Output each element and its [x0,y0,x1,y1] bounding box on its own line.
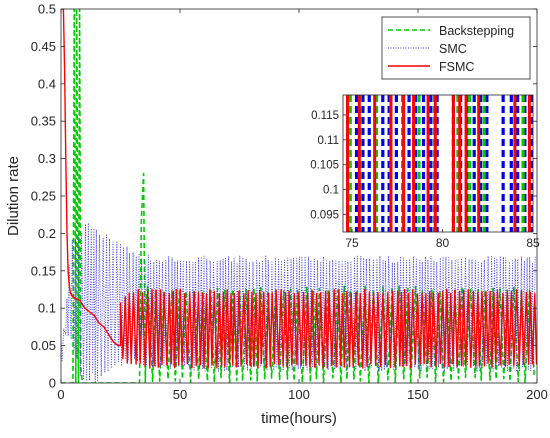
legend-label-backstepping: Backstepping [439,24,514,38]
x-tick-label: 0 [57,387,64,402]
inset-y-tick-label: 0.11 [317,135,339,147]
legend-box [381,16,531,80]
x-tick-label: 150 [407,387,429,402]
y-axis-label: Dilution rate [5,156,22,236]
y-tick-label: 0.1 [38,301,56,316]
y-tick-label: 0.25 [31,189,56,204]
y-tick-label: 0.5 [38,2,56,17]
inset-axes: 75 80 85 0.095 0.1 0.105 0.11 0.115 [310,110,540,250]
y-tick-label: 0 [49,376,56,391]
inset-x-tick-label: 80 [436,236,450,250]
inset-y-tick-label: 0.095 [310,210,339,222]
inset-y-tick-label: 0.115 [311,110,339,122]
x-tick-label: 200 [526,387,548,402]
y-tick-label: 0.2 [38,226,56,241]
inset-y-tick-label: 0.105 [310,160,339,172]
inset-plot-area [346,95,533,232]
main-axes: 0 50 100 150 200 0 0.05 0.1 0.15 0.2 0.25 0.3 0.35 0.… [31,2,548,403]
x-tick-label: 50 [173,387,187,402]
legend-label-smc: SMC [439,42,467,56]
y-tick-label: 0.3 [38,151,56,166]
y-tick-label: 0.05 [31,338,56,353]
x-axis-label: time(hours) [261,410,337,427]
legend-label-fsmc: FSMC [439,60,474,74]
y-tick-label: 0.15 [31,263,56,278]
series-line-smc [61,222,536,383]
inset-x-tick-label: 75 [345,236,359,250]
y-tick-label: 0.45 [31,39,56,54]
inset-x-tick-label: 85 [526,236,540,250]
main-plot-area [61,9,537,383]
legend: Backstepping SMC FSMC [381,16,531,80]
y-tick-label: 0.35 [31,114,56,129]
x-tick-label: 100 [288,387,310,402]
series-line-fsmc [61,9,537,369]
y-tick-label: 0.4 [38,76,56,91]
inset-y-tick-label: 0.1 [323,185,339,197]
inset-chart: 75 80 85 0.095 0.1 0.105 0.11 0.115 [310,94,540,250]
inset-axes-box [342,94,534,233]
